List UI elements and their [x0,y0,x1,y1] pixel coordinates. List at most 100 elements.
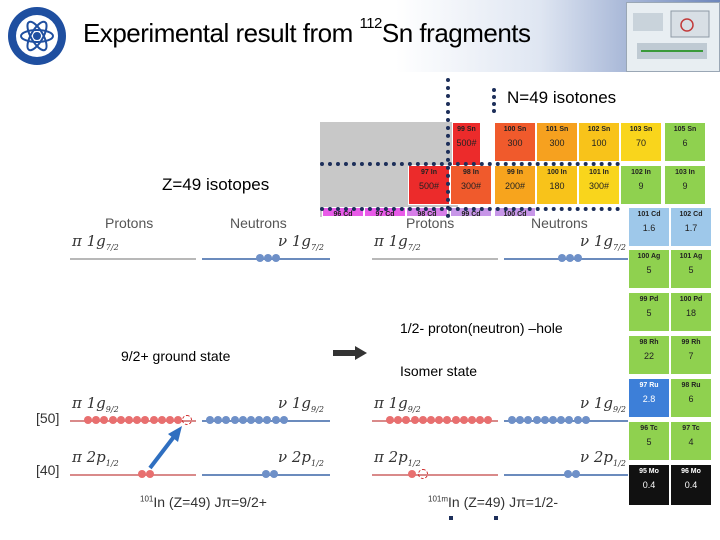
neutron-dot [524,416,533,424]
nuclide-value: 5 [646,308,652,318]
neutron-dot [572,470,580,478]
nuclide-cell: 105 Sn 6 [664,122,706,162]
proton-dot [166,416,174,424]
nuclide-cell: 99 Rh 7 [670,335,712,375]
proton-dot [125,416,133,424]
proton-dot [116,416,125,424]
nuclide-value: 100 [591,138,607,148]
neutron-dot [565,416,574,424]
proton-dot [174,416,183,424]
neutron-dot [574,254,582,262]
neutron-dot [564,470,572,478]
proton-dot [408,470,416,478]
nuclide-name: 97 Cd [375,211,395,218]
nuclide-cell: 98 Rh 22 [628,335,670,375]
nuclide-cell: 101 Ag 5 [670,249,712,289]
arrow-right-icon [333,346,367,360]
proton-guide-line-lower [320,207,620,211]
nuclide-cell: 103 In 9 [664,165,706,205]
neutron-dot [272,254,280,262]
nuclide-name: 96 Tc [640,425,658,432]
nuclide-name: 99 Pd [639,296,659,303]
proton-dot [484,416,493,424]
nuclide-value: 500# [456,138,477,148]
proton-guide-line [320,162,620,166]
excitation-arrow-icon [148,426,182,470]
proton-dot [108,416,117,424]
neutrons-label-right: Neutrons [531,215,588,231]
neutron-dot [222,416,231,424]
nuclide-cell: 96 Mo 0.4 [670,464,712,506]
proton-dot [84,416,92,424]
nuclide-value: 300 [507,138,523,148]
n49-label: N=49 isotones [507,88,617,107]
orbital-pi-g72-left: π 1g7/2 [72,232,119,252]
nuclide-name: 99 In [507,169,523,176]
nuclide-value: 6 [688,394,694,404]
level-line [70,474,196,476]
nuclide-name: 101 In [589,169,609,176]
isomer-state-caption: 101mIn (Z=49) Jπ=1/2- [428,494,559,510]
nuclide-name: 98 In [463,169,479,176]
level-line [372,474,498,476]
neutron-dot [279,416,288,424]
nuclide-name: 98 Ru [681,382,701,389]
neutron-dot [264,254,272,262]
nuclide-name: 98 Rh [639,339,659,346]
neutron-dot [540,416,549,424]
nuclide-cell: 97 Tc 4 [670,421,712,461]
nuclide-value: 5 [646,265,652,275]
level-line [70,420,196,422]
nuclide-value: 4 [688,437,694,447]
nuclide-value: 1.6 [642,223,656,233]
level-line [372,258,498,260]
proton-dot [459,416,468,424]
nuclide-value: 9 [638,181,644,191]
proton-dot [149,416,158,424]
proton-dot [146,470,154,478]
magic-50-left: [50] [36,410,60,426]
proton-dot [386,416,394,424]
nuclide-value: 300# [588,181,610,191]
ground-state-caption: 101In (Z=49) Jπ=9/2+ [140,494,267,510]
dot-marker [494,516,498,520]
nuclide-name: 100 Sn [503,126,527,133]
neutron-dot [206,416,214,424]
proton-hole [418,469,428,479]
nuclide-value: 6 [682,138,688,148]
nuclide-name: 96 Cd [333,211,353,218]
orbital-pi-p12-right: π 2p1/2 [374,448,421,468]
nuclide-value: 5 [688,265,694,275]
nuclide-name: 100 Ag [637,253,661,260]
nuclide-name: 100 Pd [679,296,703,303]
neutron-dot [255,416,264,424]
proton-dot [443,416,452,424]
nuclide-cell: 99 Sn 500# [452,122,481,167]
neutron-dot [214,416,223,424]
neutron-dot [549,416,557,424]
nuclide-cell: 100 In 180 [536,165,578,205]
nuclide-cell: 99 In 200# [494,165,536,205]
proton-dot [410,416,419,424]
nuclide-name: 95 Mo [639,468,659,475]
neutron-guide-line [446,78,450,218]
level-line [372,420,498,422]
nuclide-name: 99 Sn [457,126,476,133]
nuclide-cell: 103 Sn 70 [620,122,662,162]
nuclide-cell: 101 Cd 1.6 [628,207,670,247]
level-line [70,258,196,260]
orbital-pi-p12-left: π 2p1/2 [72,448,119,468]
neutron-dot [270,470,278,478]
nuclide-cell: 100 Sn 300 [494,122,536,162]
nuclide-cell: 100 Pd 18 [670,292,712,332]
dot-marker [449,516,453,520]
proton-dot [435,416,444,424]
nuclide-cell: 98 Ru 6 [670,378,712,418]
neutron-dot [532,416,541,424]
neutron-dot [263,416,272,424]
nuclide-cell: 95 Mo 0.4 [628,464,670,506]
neutron-dot [238,416,247,424]
nuclide-name: 105 Sn [673,126,697,133]
neutrons-label-left: Neutrons [230,215,287,231]
